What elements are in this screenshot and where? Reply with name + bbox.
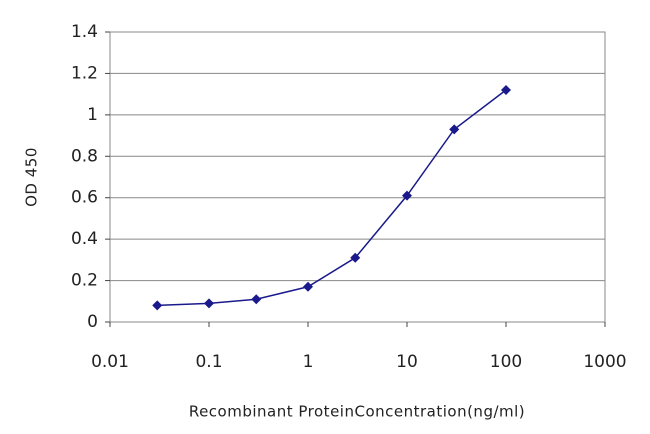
y-tick-label: 1.4	[71, 22, 98, 42]
data-point	[251, 294, 262, 305]
y-tick-label: 0.4	[71, 229, 98, 249]
y-tick-label: 0.2	[71, 271, 98, 291]
data-line	[157, 89, 507, 307]
y-tick-label: 1	[87, 105, 98, 125]
x-tick-label: 1	[303, 352, 314, 372]
data-point	[501, 85, 511, 95]
y-tick-label: 0.6	[71, 188, 98, 208]
y-tick-label: 1.2	[71, 63, 98, 83]
data-point	[402, 190, 412, 201]
data-point	[350, 252, 361, 263]
plot-area	[109, 31, 606, 323]
x-tick-label: 100	[490, 352, 522, 372]
data-point	[303, 281, 313, 292]
y-tick-label: 0.8	[71, 146, 98, 166]
data-point	[152, 300, 163, 311]
x-axis-title: Recombinant ProteinConcentration(ng/ml)	[189, 403, 525, 421]
x-tick-label: 0.1	[195, 352, 222, 372]
x-tick-label: 1000	[583, 352, 626, 372]
y-axis-title: OD 450	[23, 147, 41, 207]
data-point	[449, 124, 460, 135]
data-point	[204, 298, 214, 309]
x-tick-label: 0.01	[91, 352, 129, 372]
y-tick-label: 0	[87, 312, 98, 332]
x-tick-label: 10	[396, 352, 418, 372]
